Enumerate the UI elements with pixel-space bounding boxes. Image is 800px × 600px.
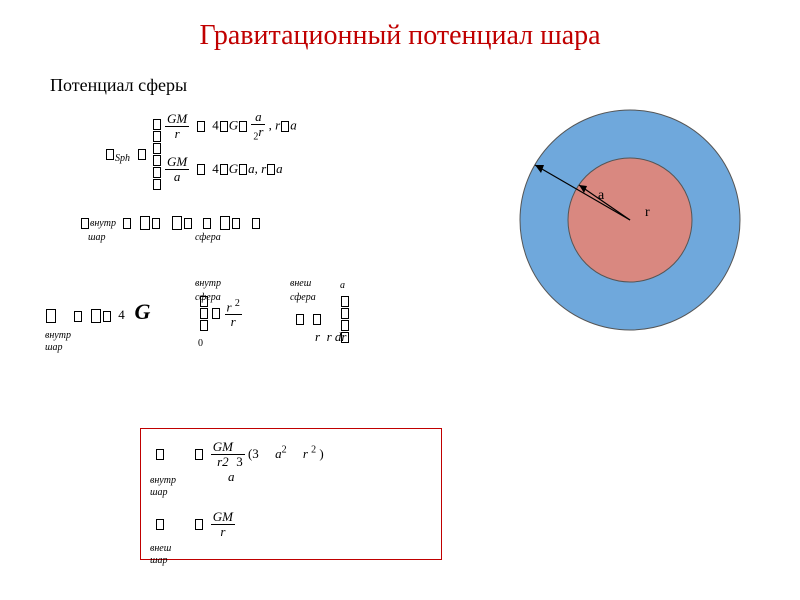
int-placeholder: [200, 295, 208, 332]
placeholder-glyph: [267, 164, 275, 175]
placeholder-glyph: [195, 449, 203, 460]
sph-sub: Sph: [115, 153, 130, 164]
anno-sfera-1: сфера: [195, 232, 221, 243]
placeholder-glyph: [252, 218, 260, 229]
placeholder-glyph: [91, 309, 101, 323]
eq-text: , r: [269, 117, 281, 132]
big-g: G: [135, 299, 151, 324]
anno-vnutr-2: внутр: [45, 330, 71, 341]
anno-vnesh-sfera: внеш: [290, 278, 311, 289]
anno-shar-2: шар: [45, 342, 63, 353]
page-title: Гравитационный потенциал шара: [0, 20, 800, 52]
eq-text: 4: [118, 307, 125, 322]
sphere-svg: [505, 95, 755, 345]
placeholder-glyph: [138, 149, 146, 160]
anno-vnutr-sfera: внутр: [195, 278, 221, 289]
eq-text: G: [229, 117, 238, 132]
eq-int1-body: r 2 r: [200, 295, 242, 332]
placeholder-glyph: [184, 218, 192, 229]
sphere-diagram: a r: [505, 95, 755, 345]
frac-r2-r: r 2 r: [225, 298, 242, 330]
placeholder-glyph: [74, 311, 82, 322]
anno-vnesh-3: внеш: [150, 543, 171, 554]
eq-text: r: [303, 446, 308, 461]
anno-shar-4: шар: [150, 555, 168, 566]
eq-sph: Sph: [105, 118, 161, 191]
placeholder-glyph: [123, 218, 131, 229]
eq-text: (3: [248, 446, 259, 461]
label-a: a: [598, 188, 604, 204]
placeholder-glyph: [197, 121, 205, 132]
eq-text: a, r: [248, 161, 266, 176]
eq-vnutr-row: внутр: [80, 215, 261, 230]
eq-text: 2: [311, 444, 316, 455]
placeholder-glyph: [46, 309, 56, 323]
eq-sph-line1: GM r 4G a 2r , r a: [165, 110, 297, 143]
placeholder-glyph: [103, 311, 111, 322]
placeholder-glyph: [172, 216, 182, 230]
anno-vnutr-3: внутр: [150, 475, 176, 486]
eq-text: 2: [282, 444, 287, 455]
frac-result1b: 3: [234, 440, 245, 470]
frac-gm-a: GM a: [165, 155, 189, 185]
eq-int1-lower: 0: [198, 338, 203, 349]
placeholder-glyph: [212, 308, 220, 319]
eq-int2-upper: a: [340, 280, 345, 291]
eq-text: a: [276, 161, 283, 176]
brace-placeholder: [153, 118, 161, 191]
placeholder-glyph: [220, 121, 228, 132]
placeholder-glyph: [313, 314, 321, 325]
placeholder-glyph: [220, 216, 230, 230]
frac-result2: GM r: [211, 510, 235, 540]
anno-shar-3: шар: [150, 487, 168, 498]
placeholder-glyph: [197, 164, 205, 175]
anno-shar-1: шар: [88, 232, 106, 243]
eq-text: ): [319, 446, 323, 461]
eq-text: a: [290, 117, 297, 132]
frac-result1: GM r2: [211, 440, 235, 470]
placeholder-glyph: [81, 218, 89, 229]
frac-a-under: a: [228, 470, 235, 484]
eq-integral-row: 4 G: [45, 300, 150, 324]
placeholder-glyph: [203, 218, 211, 229]
anno-vnutr: внутр: [90, 218, 116, 229]
placeholder-glyph: [220, 164, 228, 175]
placeholder-glyph: [239, 121, 247, 132]
frac-gm-r: GM r: [165, 112, 189, 142]
eq-text: 4: [212, 117, 219, 132]
frac-a-2r: a 2r: [251, 110, 265, 143]
eq-result1: GM r2 3 (3 a2 r 2 ): [155, 440, 324, 470]
placeholder-glyph: [140, 216, 150, 230]
subtitle: Потенциал сферы: [50, 75, 187, 96]
eq-text: 4: [212, 161, 219, 176]
placeholder-glyph: [195, 519, 203, 530]
placeholder-glyph: [239, 164, 247, 175]
placeholder-glyph: [156, 449, 164, 460]
placeholder-glyph: [232, 218, 240, 229]
placeholder-glyph: [106, 149, 114, 160]
placeholder-glyph: [156, 519, 164, 530]
placeholder-glyph: [152, 218, 160, 229]
eq-result2: GM r: [155, 510, 235, 540]
label-r: r: [645, 205, 650, 221]
eq-int2-rdr: r r dr: [315, 330, 346, 344]
placeholder-glyph: [296, 314, 304, 325]
eq-text: G: [229, 161, 238, 176]
eq-sph-line2: GM a 4Ga, r a: [165, 155, 283, 185]
placeholder-glyph: [281, 121, 289, 132]
